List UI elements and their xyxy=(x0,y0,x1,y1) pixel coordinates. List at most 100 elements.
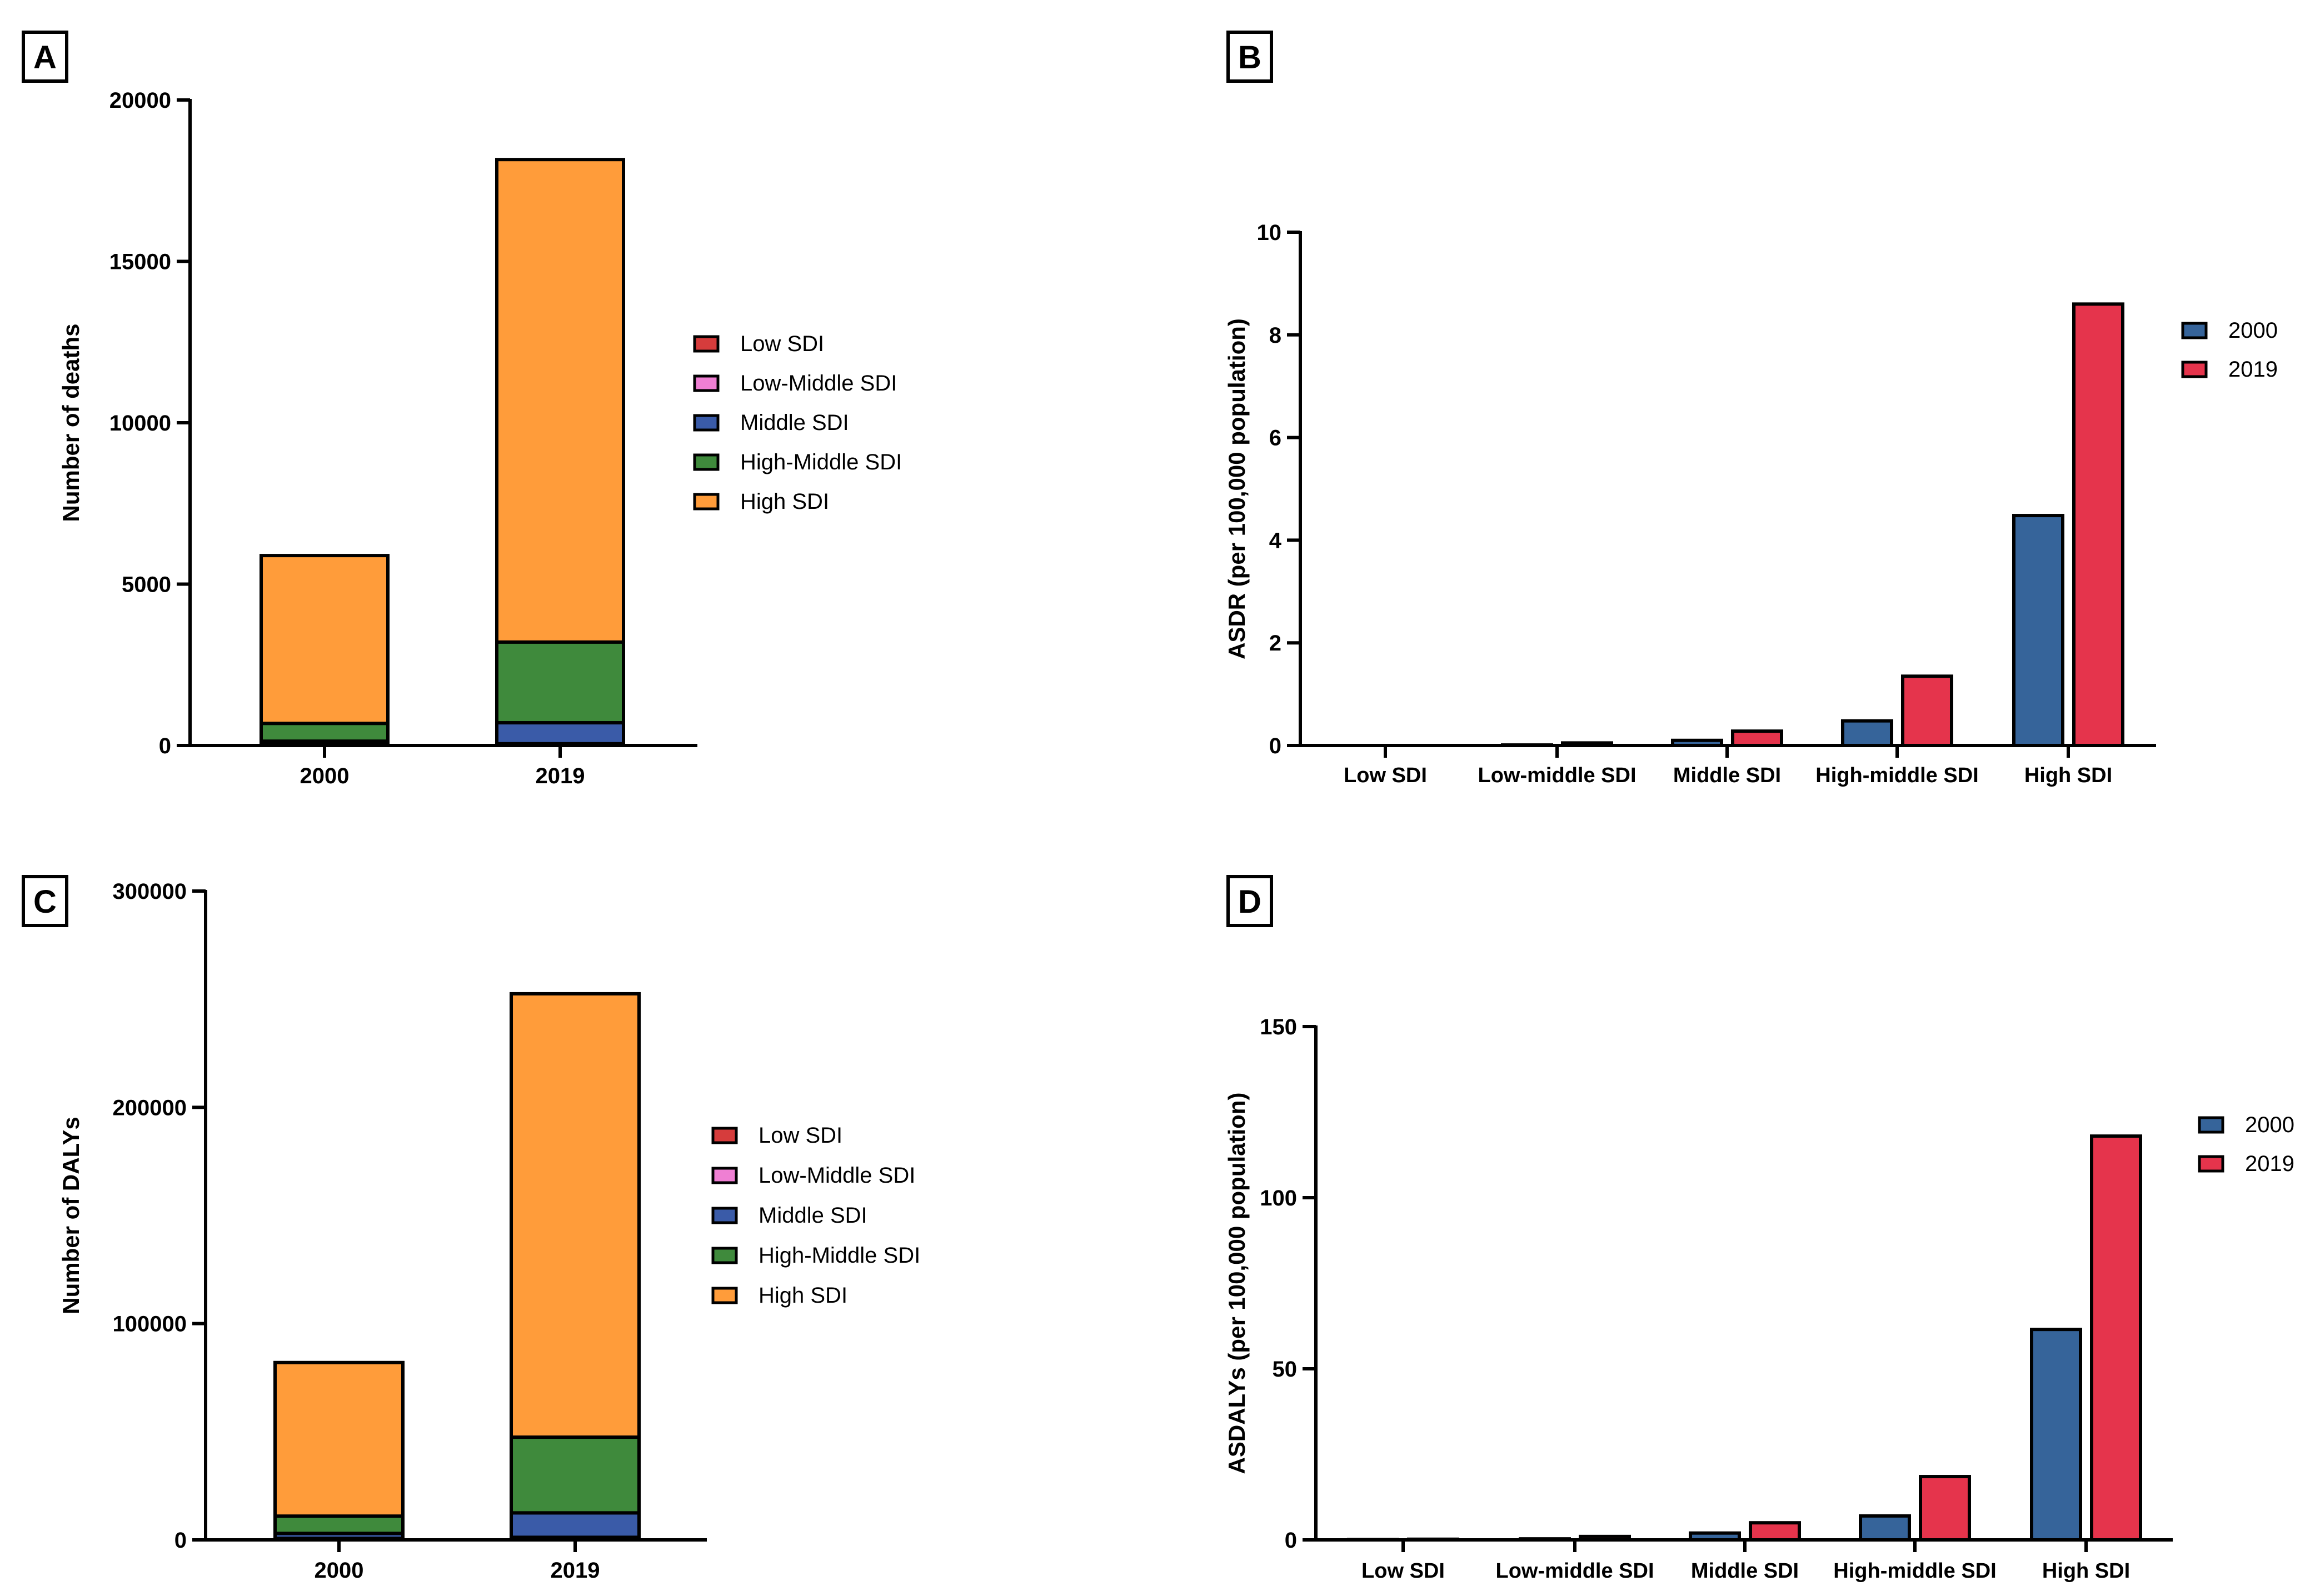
y-tick-label: 6 xyxy=(1269,426,1281,451)
y-tick-label: 0 xyxy=(159,734,171,758)
y-tick-label: 15000 xyxy=(109,250,171,274)
legend-label: High SDI xyxy=(740,489,829,514)
bar xyxy=(2030,1328,2082,1542)
bar xyxy=(2012,514,2064,747)
x-tick-label: Middle SDI xyxy=(1673,764,1781,787)
x-tick-label: Low-middle SDI xyxy=(1478,764,1637,787)
legend-swatch xyxy=(693,414,720,432)
y-tick-label: 2 xyxy=(1269,631,1281,656)
legend-label: Low SDI xyxy=(740,332,824,356)
legend-swatch xyxy=(693,335,720,353)
y-tick-label: 4 xyxy=(1269,528,1282,553)
legend-swatch xyxy=(693,453,720,471)
legend-label: Low SDI xyxy=(759,1123,842,1148)
y-tick-label: 8 xyxy=(1269,323,1281,348)
x-tick-label: Low-middle SDI xyxy=(1496,1559,1654,1583)
legend-label: 2000 xyxy=(2245,1113,2294,1137)
x-tick-label: 2000 xyxy=(300,764,350,788)
bar-segment xyxy=(273,1360,405,1518)
chart-a: 0 5000 10000 15000 20000 2000 2019 Number of de… xyxy=(58,88,902,788)
y-axis-label: Number of deaths xyxy=(58,323,84,522)
y-tick-label: 10000 xyxy=(109,411,171,436)
panel-b-label-box xyxy=(1226,31,1273,83)
panel-b-label: B xyxy=(1238,39,1261,76)
legend-swatch xyxy=(2198,1116,2224,1134)
bar-segment xyxy=(260,554,390,726)
y-tick-label: 10 xyxy=(1257,221,1282,245)
x-tick-label: High SDI xyxy=(2024,764,2112,787)
x-tick-label: Low SDI xyxy=(1361,1559,1445,1583)
legend-swatch xyxy=(711,1287,738,1304)
legend-label: High SDI xyxy=(759,1283,847,1308)
y-axis-label: ASDALYs (per 100,000 population) xyxy=(1224,1093,1250,1474)
panel-a-label-box xyxy=(22,31,68,83)
legend-swatch xyxy=(693,374,720,392)
x-tick-label: Low SDI xyxy=(1344,764,1427,787)
bar-segment xyxy=(273,1514,405,1535)
y-tick-label: 100 xyxy=(1260,1186,1297,1210)
legend-swatch xyxy=(2181,361,2208,378)
chart-c: 0 100000 200000 300000 2000 2019 Number of DAL… xyxy=(58,879,920,1583)
y-axis-label: ASDR (per 100,000 population) xyxy=(1224,318,1250,659)
legend-swatch xyxy=(711,1167,738,1184)
legend-label: 2019 xyxy=(2245,1152,2294,1176)
panel-a-label: A xyxy=(33,39,57,76)
legend-label: 2019 xyxy=(2228,357,2278,382)
y-tick-label: 0 xyxy=(174,1528,187,1553)
panel-d-label: D xyxy=(1238,884,1261,920)
legend-label: Low-Middle SDI xyxy=(740,371,897,396)
legend-label: Middle SDI xyxy=(740,411,849,435)
x-tick-label: High SDI xyxy=(2042,1559,2130,1583)
x-tick-label: High-middle SDI xyxy=(1815,764,1978,787)
y-tick-label: 150 xyxy=(1260,1015,1297,1039)
x-tick-label: 2019 xyxy=(551,1558,600,1583)
bar-segment xyxy=(495,721,625,746)
legend-swatch xyxy=(711,1127,738,1144)
chart-b: 0 2 4 6 8 10 Low SDI Low-middle SDI Middle SDI Hi… xyxy=(1224,221,2278,787)
bar-segment xyxy=(510,1511,641,1539)
y-tick-label: 50 xyxy=(1273,1357,1298,1382)
y-tick-label: 0 xyxy=(1269,734,1281,758)
bar xyxy=(2090,1134,2142,1542)
chart-d: 0 50 100 150 Low SDI Low-middle SDI Middle SDI… xyxy=(1224,1015,2294,1583)
x-tick-label: 2019 xyxy=(536,764,585,788)
legend-label: High-Middle SDI xyxy=(759,1243,920,1268)
legend-label: Low-Middle SDI xyxy=(759,1163,915,1188)
bar xyxy=(1841,719,1893,747)
panel-a: A 0 5000 10000 15000 20000 2000 2019 Number of … xyxy=(22,31,902,788)
legend-swatch xyxy=(711,1207,738,1224)
bar xyxy=(1901,674,1953,748)
x-tick-label: Middle SDI xyxy=(1691,1559,1799,1583)
legend-label: 2000 xyxy=(2228,318,2278,343)
bar xyxy=(1749,1521,1801,1542)
y-tick-label: 5000 xyxy=(122,573,171,597)
bar-segment xyxy=(510,992,641,1439)
bar-segment xyxy=(495,158,625,644)
panel-c-label-box xyxy=(22,875,68,927)
panel-c-label: C xyxy=(33,884,57,920)
bar xyxy=(1859,1514,1911,1542)
x-tick-label: High-middle SDI xyxy=(1833,1559,1996,1583)
bar xyxy=(1731,729,1783,748)
y-tick-label: 100000 xyxy=(113,1312,187,1337)
legend-swatch xyxy=(2198,1155,2224,1173)
legend-swatch xyxy=(693,493,720,511)
legend-swatch xyxy=(711,1247,738,1264)
legend-swatch xyxy=(2181,322,2208,339)
panel-c: C 0 100000 200000 300000 2000 2019 Number of D… xyxy=(22,875,920,1583)
y-tick-label: 300000 xyxy=(113,879,187,904)
legend-label: Middle SDI xyxy=(759,1203,867,1228)
bar-segment xyxy=(260,722,390,743)
panel-d-label-box xyxy=(1226,875,1273,927)
y-axis-label: Number of DALYs xyxy=(58,1117,84,1314)
bar-segment xyxy=(510,1435,641,1515)
x-tick-label: 2000 xyxy=(315,1558,364,1583)
legend-label: High-Middle SDI xyxy=(740,450,902,474)
bar xyxy=(1919,1475,1971,1542)
panel-d: D 0 50 100 150 Low SDI Low-middle SDI Middle S… xyxy=(1224,875,2294,1583)
y-tick-label: 200000 xyxy=(113,1095,187,1120)
panel-b: B 0 2 4 6 8 10 Low SDI Low-middle SDI Middle SDI… xyxy=(1224,31,2278,787)
bar-segment xyxy=(495,640,625,725)
